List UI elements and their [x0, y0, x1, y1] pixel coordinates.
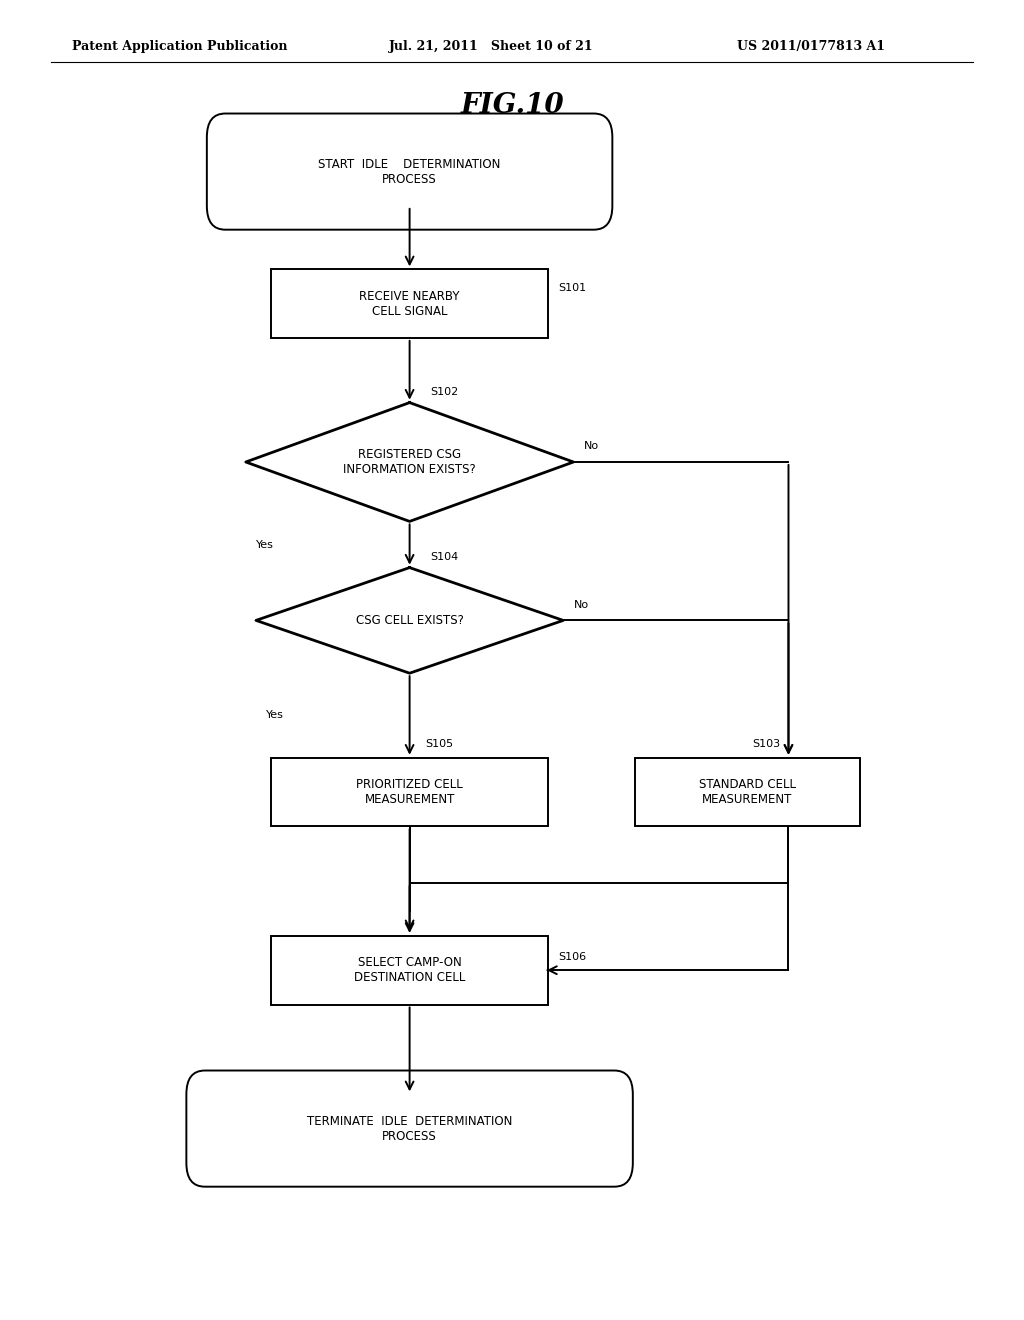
Text: FIG.10: FIG.10 [460, 92, 564, 119]
Text: Patent Application Publication: Patent Application Publication [72, 40, 287, 53]
Text: Jul. 21, 2011   Sheet 10 of 21: Jul. 21, 2011 Sheet 10 of 21 [389, 40, 594, 53]
Text: S101: S101 [558, 282, 586, 293]
Text: US 2011/0177813 A1: US 2011/0177813 A1 [737, 40, 886, 53]
Text: Yes: Yes [266, 710, 284, 721]
FancyBboxPatch shape [186, 1071, 633, 1187]
Text: REGISTERED CSG
INFORMATION EXISTS?: REGISTERED CSG INFORMATION EXISTS? [343, 447, 476, 477]
FancyBboxPatch shape [207, 114, 612, 230]
Text: SELECT CAMP-ON
DESTINATION CELL: SELECT CAMP-ON DESTINATION CELL [354, 956, 465, 985]
Bar [635, 758, 860, 826]
Text: No: No [584, 441, 599, 451]
Text: S106: S106 [558, 952, 586, 962]
Text: START  IDLE    DETERMINATION
PROCESS: START IDLE DETERMINATION PROCESS [318, 157, 501, 186]
Text: S102: S102 [430, 387, 459, 397]
Bar [271, 936, 548, 1005]
Text: No: No [573, 599, 589, 610]
Bar [271, 269, 548, 338]
Text: TERMINATE  IDLE  DETERMINATION
PROCESS: TERMINATE IDLE DETERMINATION PROCESS [307, 1114, 512, 1143]
Text: PRIORITIZED CELL
MEASUREMENT: PRIORITIZED CELL MEASUREMENT [356, 777, 463, 807]
Text: S104: S104 [430, 552, 459, 562]
Bar [271, 758, 548, 826]
Text: S105: S105 [425, 739, 453, 750]
Text: S103: S103 [753, 739, 780, 750]
Text: Yes: Yes [256, 540, 273, 549]
Polygon shape [256, 568, 563, 673]
Text: CSG CELL EXISTS?: CSG CELL EXISTS? [355, 614, 464, 627]
Text: RECEIVE NEARBY
CELL SIGNAL: RECEIVE NEARBY CELL SIGNAL [359, 289, 460, 318]
Polygon shape [246, 403, 573, 521]
Text: STANDARD CELL
MEASUREMENT: STANDARD CELL MEASUREMENT [699, 777, 796, 807]
